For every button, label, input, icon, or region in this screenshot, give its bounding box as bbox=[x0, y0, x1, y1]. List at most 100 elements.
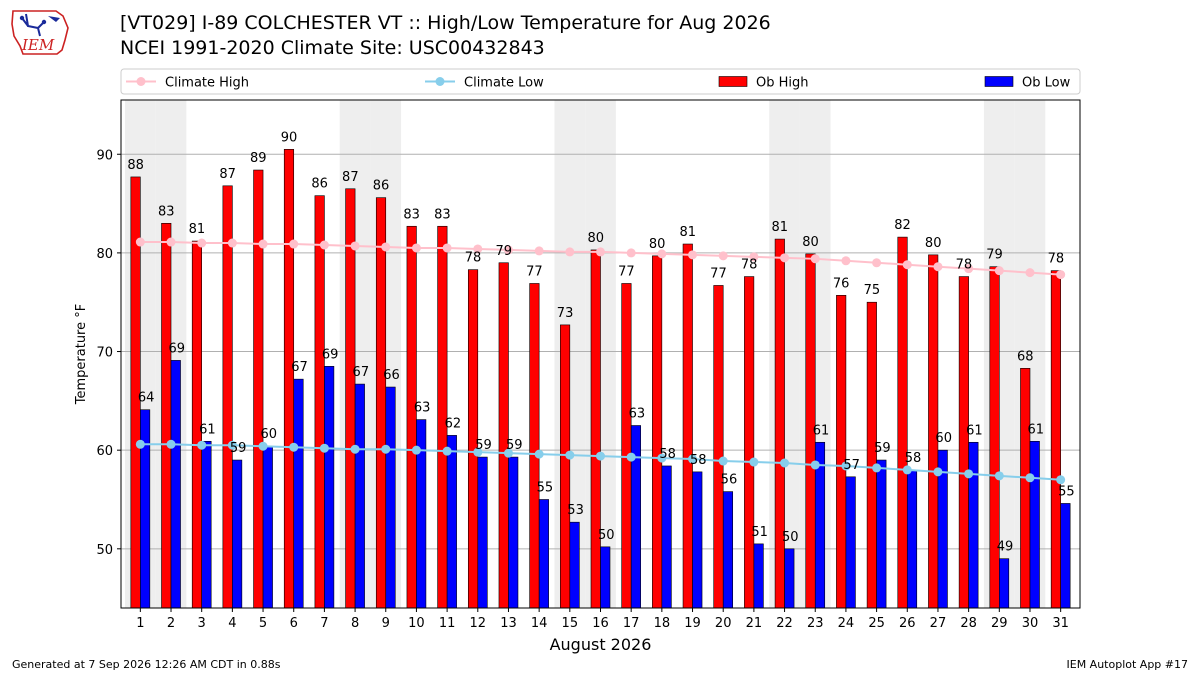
climate-high-point bbox=[135, 237, 145, 247]
ob-low-label: 60 bbox=[261, 427, 278, 442]
ob-low-bar bbox=[876, 459, 887, 609]
ob-high-label: 80 bbox=[587, 231, 604, 246]
x-tick-label: 13 bbox=[500, 616, 517, 631]
x-tick-label: 30 bbox=[1022, 616, 1039, 631]
x-tick-label: 10 bbox=[408, 616, 425, 631]
ob-low-label: 59 bbox=[506, 438, 523, 453]
x-tick-label: 27 bbox=[930, 616, 947, 631]
ob-low-label: 69 bbox=[168, 341, 185, 356]
climate-high-point bbox=[933, 262, 943, 272]
climate-low-point bbox=[503, 448, 513, 458]
ob-low-bar bbox=[293, 378, 304, 609]
ob-low-bar bbox=[1060, 503, 1071, 609]
climate-high-point bbox=[411, 243, 421, 253]
ob-low-label: 49 bbox=[997, 540, 1014, 555]
iem-logo: IEM bbox=[11, 10, 69, 55]
y-tick-label: 70 bbox=[96, 346, 113, 361]
legend-ob-high-swatch bbox=[718, 76, 748, 87]
climate-high-point bbox=[442, 243, 452, 253]
x-tick-label: 11 bbox=[439, 616, 456, 631]
ob-high-label: 78 bbox=[1048, 252, 1065, 267]
ob-high-bar bbox=[989, 266, 1000, 609]
climate-low-point bbox=[319, 443, 329, 453]
ob-high-label: 83 bbox=[158, 204, 175, 219]
climate-low-point bbox=[657, 453, 667, 463]
climate-high-point bbox=[258, 239, 268, 249]
climate-low-point bbox=[964, 469, 974, 479]
ob-low-bar bbox=[538, 499, 549, 609]
climate-high-point bbox=[964, 264, 974, 274]
ob-high-label: 80 bbox=[925, 236, 942, 251]
ob-low-bar bbox=[446, 435, 457, 609]
climate-low-point bbox=[473, 447, 483, 457]
ob-high-bar bbox=[774, 238, 785, 609]
ob-low-label: 67 bbox=[291, 360, 308, 375]
climate-low-point bbox=[810, 460, 820, 470]
x-tick-label: 22 bbox=[776, 616, 793, 631]
ob-high-label: 78 bbox=[956, 258, 973, 273]
ob-high-bar bbox=[836, 295, 847, 609]
ob-high-bar bbox=[253, 169, 264, 609]
legend-climate-low-label: Climate Low bbox=[464, 76, 544, 91]
ob-high-bar bbox=[345, 188, 356, 609]
ob-low-bar bbox=[661, 465, 672, 609]
ob-low-bar bbox=[354, 383, 365, 609]
climate-high-point bbox=[565, 247, 575, 257]
climate-low-point bbox=[227, 440, 237, 450]
ob-high-bar bbox=[897, 236, 908, 609]
climate-high-point bbox=[381, 242, 391, 252]
x-tick-label: 4 bbox=[228, 616, 236, 631]
ob-low-bar bbox=[477, 456, 488, 609]
ob-high-label: 78 bbox=[741, 258, 758, 273]
climate-low-point bbox=[258, 441, 268, 451]
ob-low-bar bbox=[600, 546, 611, 609]
ob-low-label: 51 bbox=[751, 525, 768, 540]
ob-low-label: 64 bbox=[138, 391, 155, 406]
ob-low-label: 50 bbox=[782, 530, 799, 545]
x-tick-label: 25 bbox=[868, 616, 885, 631]
y-tick-label: 50 bbox=[96, 543, 113, 558]
climate-high-point bbox=[902, 260, 912, 270]
climate-low-point bbox=[534, 449, 544, 459]
ob-low-bar bbox=[508, 456, 519, 609]
ob-high-bar bbox=[652, 255, 663, 609]
x-tick-label: 31 bbox=[1052, 616, 1069, 631]
ob-high-bar bbox=[283, 149, 295, 609]
ob-high-label: 87 bbox=[342, 170, 359, 185]
ob-low-label: 61 bbox=[813, 423, 830, 438]
x-tick-label: 29 bbox=[991, 616, 1008, 631]
climate-high-point bbox=[626, 248, 636, 258]
x-tick-label: 12 bbox=[470, 616, 487, 631]
climate-low-point bbox=[902, 465, 912, 475]
y-tick-label: 90 bbox=[96, 148, 113, 163]
x-tick-label: 17 bbox=[623, 616, 640, 631]
legend-ob-low-swatch bbox=[984, 76, 1014, 87]
climate-high-point bbox=[872, 258, 882, 268]
climate-high-point bbox=[534, 246, 544, 256]
x-tick-label: 19 bbox=[684, 616, 701, 631]
x-tick-label: 5 bbox=[259, 616, 267, 631]
ob-low-label: 61 bbox=[966, 423, 983, 438]
climate-high-point bbox=[841, 256, 851, 266]
climate-high-point bbox=[688, 250, 698, 260]
ob-high-label: 90 bbox=[281, 130, 298, 145]
ob-high-label: 73 bbox=[557, 306, 574, 321]
ob-low-bar bbox=[999, 558, 1010, 609]
climate-high-point bbox=[227, 238, 237, 248]
ob-low-label: 50 bbox=[598, 528, 615, 543]
ob-low-bar bbox=[784, 548, 795, 609]
ob-high-label: 81 bbox=[772, 220, 789, 235]
ob-low-bar bbox=[262, 445, 273, 609]
climate-high-point bbox=[994, 266, 1004, 276]
ob-low-label: 58 bbox=[690, 453, 707, 468]
climate-low-point bbox=[688, 454, 698, 464]
x-tick-label: 7 bbox=[320, 616, 328, 631]
x-tick-label: 21 bbox=[746, 616, 763, 631]
climate-low-point bbox=[596, 451, 605, 461]
climate-high-point bbox=[657, 249, 667, 259]
x-tick-label: 18 bbox=[654, 616, 671, 631]
ob-high-label: 79 bbox=[495, 244, 512, 259]
ob-low-label: 53 bbox=[567, 503, 584, 518]
x-tick-label: 28 bbox=[960, 616, 977, 631]
